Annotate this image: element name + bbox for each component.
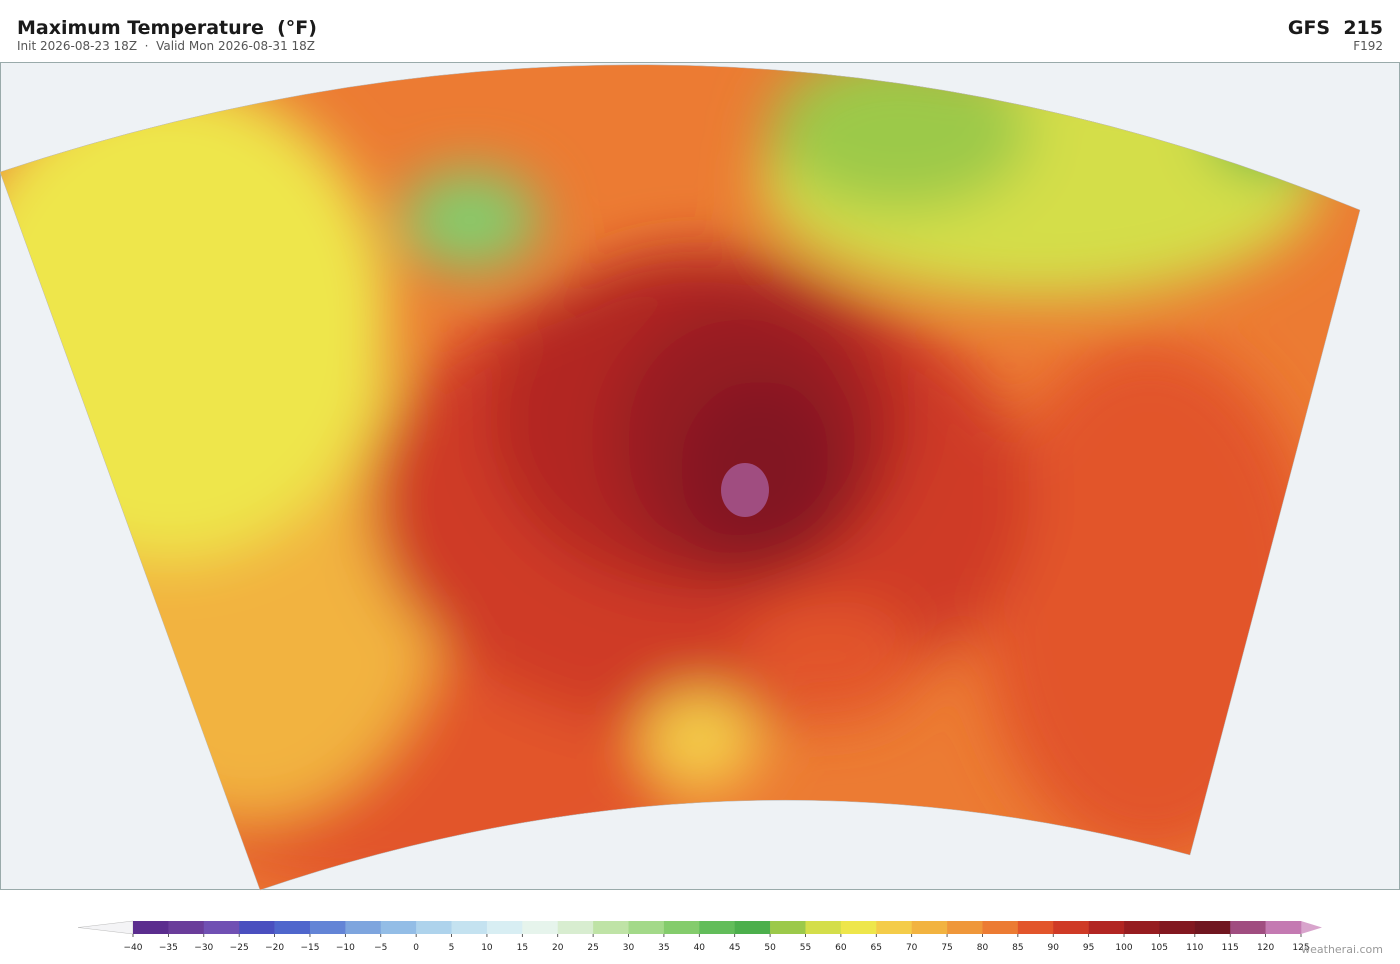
colorbar-tick-label: 40 bbox=[694, 943, 706, 953]
colorbar-segment bbox=[1017, 921, 1054, 934]
colorbar-tick-label: 5 bbox=[449, 943, 455, 953]
colorbar-segment bbox=[1053, 921, 1089, 934]
colorbar-tick-label: 70 bbox=[906, 943, 918, 953]
colorbar-segment bbox=[1265, 921, 1302, 934]
colorbar-segment bbox=[663, 921, 700, 934]
colorbar-over bbox=[1301, 921, 1322, 934]
colorbar-segment bbox=[628, 921, 665, 934]
domain-outline bbox=[0, 64, 1361, 891]
subtitle: Init 2026-08-23 18Z · Valid Mon 2026-08-… bbox=[17, 39, 315, 53]
colorbar-tick-label: 35 bbox=[658, 943, 669, 953]
colorbar-segment bbox=[911, 921, 948, 934]
colorbar-tick-label: 60 bbox=[835, 943, 847, 953]
colorbar-tick-label: 105 bbox=[1151, 943, 1168, 953]
colorbar-tick-label: 80 bbox=[977, 943, 989, 953]
colorbar-segment bbox=[486, 921, 523, 934]
colorbar-tick-label: 50 bbox=[764, 943, 776, 953]
title: Maximum Temperature (°F) bbox=[17, 17, 317, 39]
colorbar-tick-label: −15 bbox=[300, 943, 319, 953]
colorbar-tick-label: 75 bbox=[941, 943, 952, 953]
colorbar-tick-label: 25 bbox=[587, 943, 598, 953]
colorbar-tick-label: −20 bbox=[265, 943, 284, 953]
colorbar-tick-label: 0 bbox=[413, 943, 419, 953]
colorbar-segment bbox=[203, 921, 240, 934]
colorbar-tick-label: 65 bbox=[871, 943, 882, 953]
colorbar-tick-label: 20 bbox=[552, 943, 564, 953]
colorbar-segment bbox=[593, 921, 629, 934]
colorbar-segment bbox=[1124, 921, 1160, 934]
colorbar-tick-label: 95 bbox=[1083, 943, 1094, 953]
colorbar-segment bbox=[876, 921, 912, 934]
colorbar-tick-label: 120 bbox=[1257, 943, 1274, 953]
colorbar-tick-label: −35 bbox=[159, 943, 178, 953]
colorbar-segment bbox=[133, 921, 169, 934]
model-label: GFS 215 bbox=[1288, 17, 1383, 39]
colorbar-segment bbox=[380, 921, 417, 934]
colorbar-segment bbox=[1194, 921, 1231, 934]
colorbar-tick-label: 125 bbox=[1292, 943, 1309, 953]
colorbar-tick-label: −30 bbox=[194, 943, 213, 953]
colorbar-segment bbox=[1230, 921, 1266, 934]
colorbar-tick-label: −10 bbox=[336, 943, 355, 953]
colorbar-segment bbox=[168, 921, 205, 934]
colorbar-segment bbox=[274, 921, 311, 934]
colorbar-segment bbox=[840, 921, 877, 934]
colorbar-segment bbox=[770, 921, 806, 934]
colorbar-segment bbox=[557, 921, 594, 934]
colorbar-tick-label: 85 bbox=[1012, 943, 1023, 953]
colorbar-segment bbox=[309, 921, 346, 934]
colorbar-segment bbox=[345, 921, 382, 934]
colorbar-segment bbox=[416, 921, 452, 934]
colorbar-tick-label: −25 bbox=[230, 943, 249, 953]
colorbar: −40 −35 −30 −25 −20 −15 −10 −5 0 5 10 15 20 25 30 35 40 4… bbox=[77, 920, 1322, 953]
colorbar-tick-label: 115 bbox=[1222, 943, 1239, 953]
colorbar-tick-label: 15 bbox=[517, 943, 528, 953]
colorbar-segment bbox=[1159, 921, 1196, 934]
forecast-hour: F192 bbox=[1353, 39, 1383, 53]
colorbar-tick-label: 45 bbox=[729, 943, 740, 953]
colorbar-segment bbox=[239, 921, 275, 934]
colorbar-tick-label: 30 bbox=[623, 943, 635, 953]
colorbar-tick-label: 100 bbox=[1115, 943, 1132, 953]
colorbar-segment bbox=[805, 921, 842, 934]
colorbar-tick-label: 10 bbox=[481, 943, 493, 953]
colorbar-segment bbox=[947, 921, 983, 934]
colorbar-segment bbox=[522, 921, 559, 934]
colorbar-segment bbox=[734, 921, 771, 934]
colorbar-tick-label: −5 bbox=[374, 943, 387, 953]
colorbar-segment bbox=[982, 921, 1019, 934]
colorbar-tick-label: 55 bbox=[800, 943, 811, 953]
colorbar-segment bbox=[699, 921, 735, 934]
colorbar-tick-label: 90 bbox=[1048, 943, 1060, 953]
colorbar-tick-label: −40 bbox=[124, 943, 143, 953]
colorbar-tick-label: 110 bbox=[1186, 943, 1203, 953]
watermark: weatherai.com bbox=[1301, 943, 1383, 956]
colorbar-segment bbox=[1088, 921, 1125, 934]
colorbar-segment bbox=[451, 921, 488, 934]
